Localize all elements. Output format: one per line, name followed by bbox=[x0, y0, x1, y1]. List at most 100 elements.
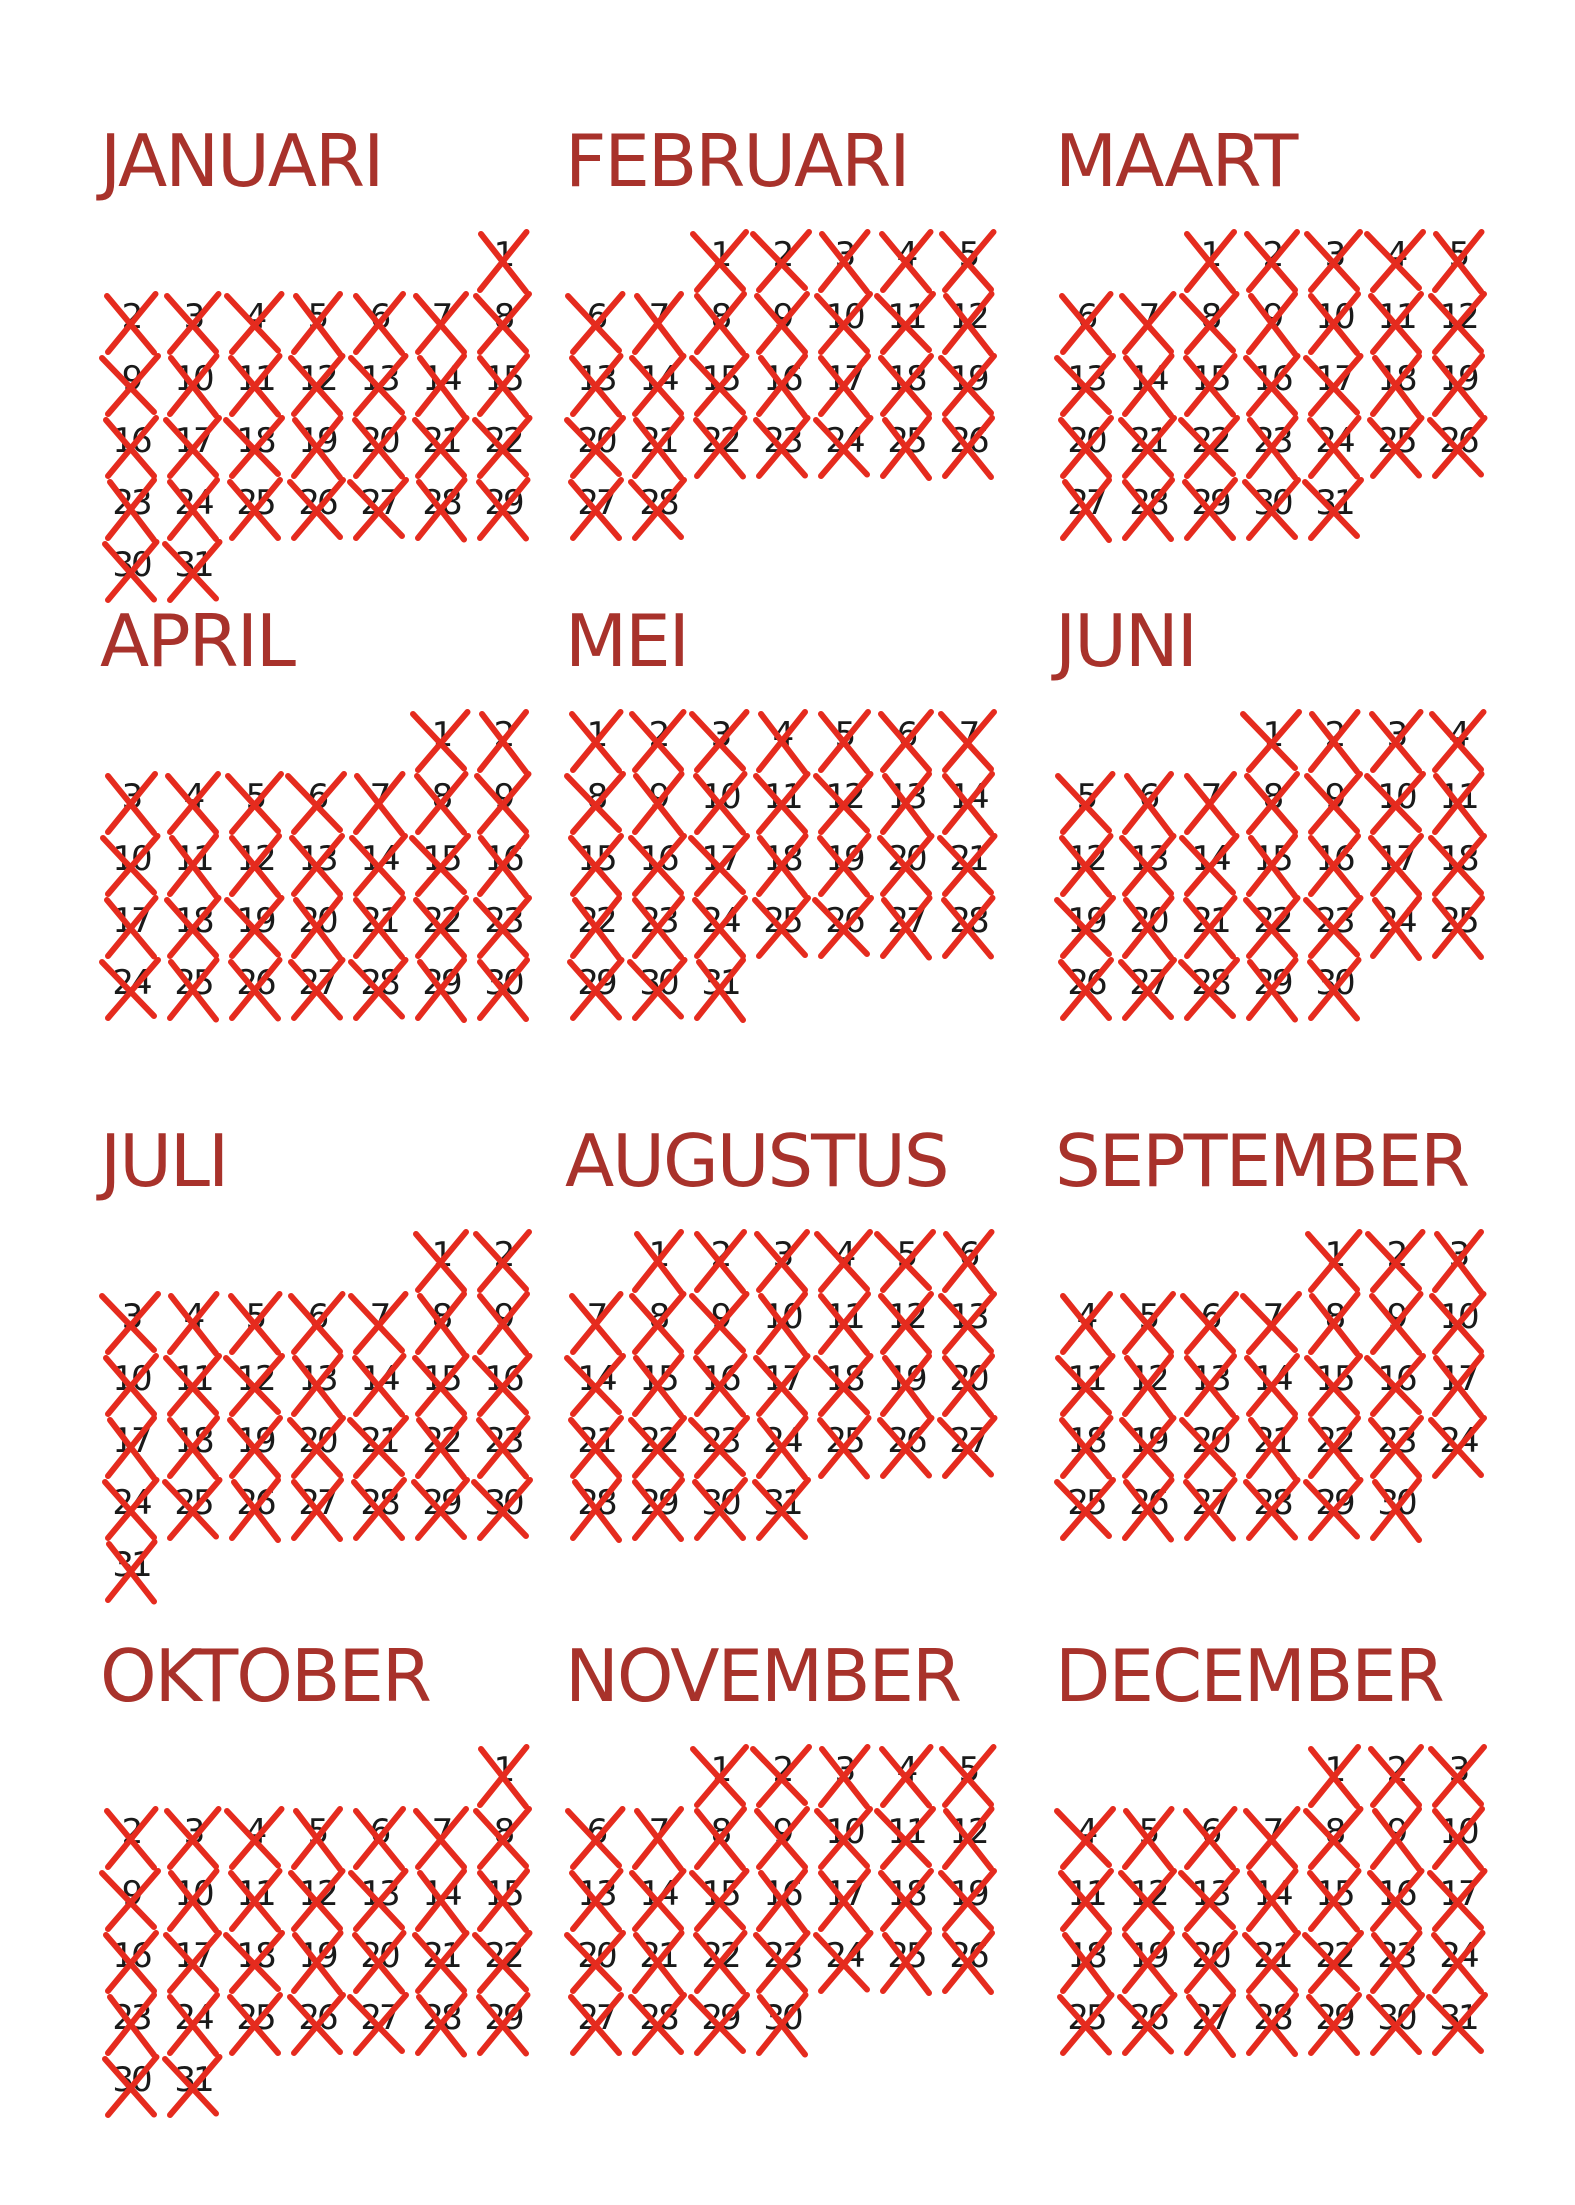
day-cell: 16 bbox=[100, 415, 162, 479]
cross-mark-icon bbox=[351, 1477, 407, 1541]
cross-mark-icon bbox=[689, 709, 750, 773]
cross-mark-icon bbox=[1057, 1992, 1115, 2056]
day-cell: 22 bbox=[410, 1415, 472, 1481]
cross-mark-icon bbox=[105, 477, 157, 543]
cross-mark-icon bbox=[632, 1353, 685, 1419]
cross-mark-icon bbox=[756, 1291, 808, 1357]
day-cell: 16 bbox=[751, 1868, 813, 1934]
day-cell: 29 bbox=[565, 957, 627, 1021]
cross-mark-icon bbox=[415, 957, 467, 1023]
day-cell: 29 bbox=[1303, 1477, 1365, 1541]
cross-mark-icon bbox=[228, 1291, 283, 1356]
cross-mark-icon bbox=[1182, 1930, 1238, 1994]
cross-mark-icon bbox=[228, 957, 283, 1022]
cross-mark-icon bbox=[632, 291, 684, 357]
cross-mark-icon bbox=[105, 771, 158, 836]
day-cell: 1 bbox=[1179, 229, 1241, 294]
cross-mark-icon bbox=[689, 1291, 750, 1355]
cross-mark-icon bbox=[412, 1930, 470, 1994]
cross-mark-icon bbox=[1302, 1930, 1364, 1994]
cross-mark-icon bbox=[1184, 229, 1237, 294]
cross-mark-icon bbox=[410, 709, 471, 773]
day-cell: 24 bbox=[1365, 895, 1427, 961]
day-cell: 23 bbox=[472, 1415, 534, 1480]
day-cell: 10 bbox=[100, 833, 162, 897]
cross-mark-icon bbox=[167, 1868, 220, 1934]
day-cell: 13 bbox=[1179, 1353, 1241, 1418]
day-cell: 22 bbox=[1241, 895, 1303, 959]
day-cell: 23 bbox=[688, 1415, 751, 1479]
cross-mark-icon bbox=[472, 415, 533, 479]
day-cell: 3 bbox=[1365, 709, 1427, 774]
cross-mark-icon bbox=[1055, 1353, 1116, 1417]
cross-mark-icon bbox=[812, 895, 874, 959]
cross-mark-icon bbox=[1122, 895, 1175, 961]
cross-mark-icon bbox=[817, 833, 872, 898]
cross-mark-icon bbox=[938, 353, 997, 417]
cross-mark-icon bbox=[348, 1868, 409, 1932]
day-cell: 27 bbox=[1055, 477, 1117, 543]
cross-mark-icon bbox=[1054, 1477, 1116, 1541]
day-cell: 15 bbox=[472, 1868, 534, 1933]
day-cell: 9 bbox=[99, 1868, 162, 1932]
cross-mark-icon bbox=[942, 415, 995, 480]
cross-mark-icon bbox=[818, 709, 871, 774]
cross-mark-icon bbox=[409, 833, 471, 897]
day-cell: 23 bbox=[1303, 895, 1365, 959]
day-cell: 8 bbox=[410, 1291, 472, 1357]
cross-mark-icon bbox=[1246, 833, 1298, 899]
day-cell: 28 bbox=[1241, 1992, 1303, 2057]
day-cell: 1 bbox=[565, 709, 627, 774]
day-cell: 27 bbox=[286, 1477, 348, 1542]
day-cell: 21 bbox=[410, 415, 472, 479]
cross-mark-icon bbox=[104, 291, 159, 356]
month-title: APRIL bbox=[100, 599, 296, 683]
cross-mark-icon bbox=[1426, 1992, 1488, 2056]
cross-mark-icon bbox=[102, 1477, 160, 1541]
cross-mark-icon bbox=[1122, 477, 1175, 542]
cross-mark-icon bbox=[814, 1806, 873, 1870]
cross-mark-icon bbox=[874, 1806, 936, 1870]
day-cell: 2 bbox=[627, 709, 689, 773]
cross-mark-icon bbox=[347, 1415, 409, 1479]
day-cell: 26 bbox=[1055, 957, 1117, 1021]
day-cell: 22 bbox=[565, 895, 627, 961]
cross-mark-icon bbox=[1368, 1415, 1424, 1479]
cross-mark-icon bbox=[167, 353, 220, 419]
day-cell: 30 bbox=[627, 957, 689, 1021]
day-cell: 30 bbox=[689, 1477, 751, 1541]
cross-mark-icon bbox=[1060, 1930, 1112, 1996]
cross-mark-icon bbox=[937, 833, 998, 897]
cross-mark-icon bbox=[105, 1539, 158, 1605]
day-cell: 7 bbox=[627, 1806, 689, 1872]
day-cell: 13 bbox=[875, 771, 937, 837]
day-cell: 7 bbox=[410, 1806, 472, 1870]
day-cell: 19 bbox=[224, 1415, 286, 1479]
cross-mark-icon bbox=[689, 1868, 750, 1932]
cross-mark-icon bbox=[632, 895, 685, 960]
cross-mark-icon bbox=[1432, 1229, 1484, 1295]
cross-mark-icon bbox=[1243, 1477, 1301, 1541]
day-cell: 2 bbox=[100, 1806, 162, 1871]
day-cell: 20 bbox=[564, 415, 627, 479]
day-cell: 31 bbox=[100, 1539, 162, 1605]
cross-mark-icon bbox=[1432, 895, 1485, 960]
cross-mark-icon bbox=[938, 1868, 997, 1932]
day-cell: 9 bbox=[472, 771, 534, 835]
cross-mark-icon bbox=[942, 291, 995, 357]
cross-mark-icon bbox=[694, 957, 746, 1023]
day-cell: 12 bbox=[1117, 1868, 1179, 1932]
day-cell: 10 bbox=[100, 1353, 162, 1417]
day-cell: 30 bbox=[1241, 477, 1303, 541]
day-cell: 29 bbox=[627, 1477, 689, 1542]
cross-mark-icon bbox=[224, 1806, 285, 1870]
day-cell: 24 bbox=[813, 415, 875, 479]
cross-mark-icon bbox=[477, 353, 530, 418]
cross-mark-icon bbox=[1117, 1992, 1178, 2056]
day-cell: 15 bbox=[410, 1353, 472, 1417]
cross-mark-icon bbox=[878, 353, 934, 417]
cross-mark-icon bbox=[570, 895, 622, 961]
cross-mark-icon bbox=[1369, 709, 1424, 774]
cross-mark-icon bbox=[167, 1415, 220, 1480]
